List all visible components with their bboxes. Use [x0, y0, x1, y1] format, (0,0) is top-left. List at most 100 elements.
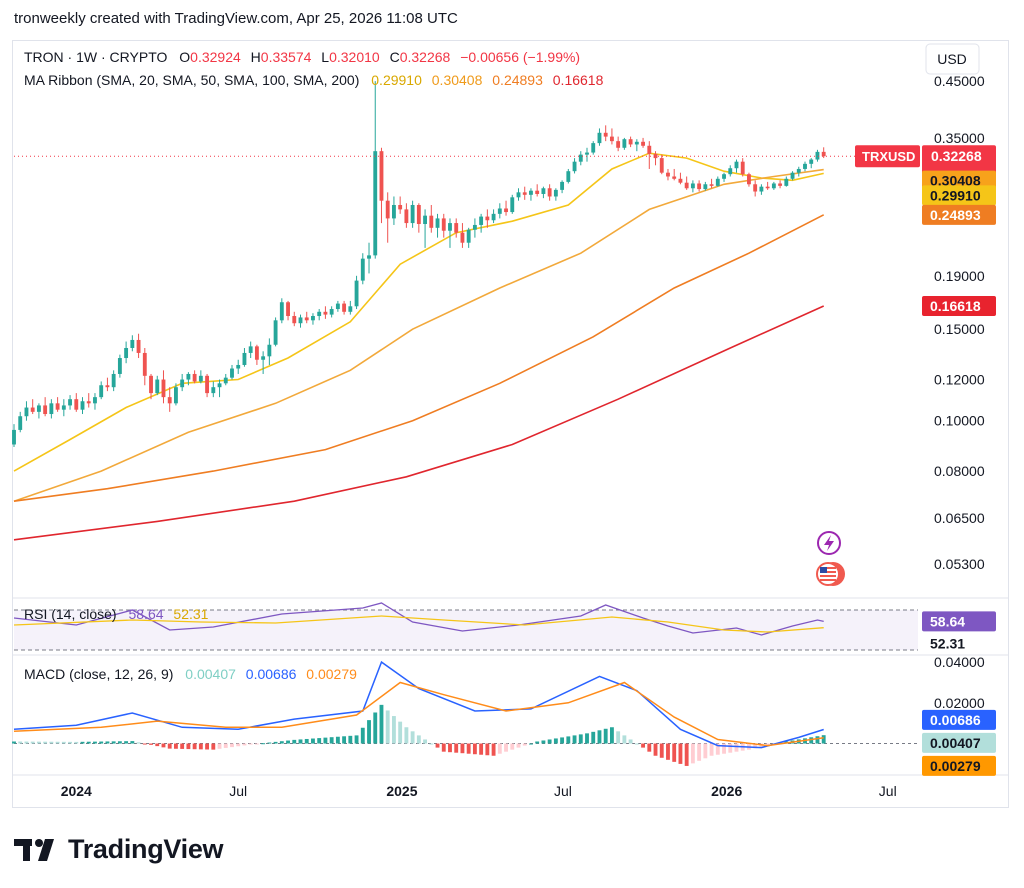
candle-body [659, 158, 664, 173]
ma-value-tag-bg [922, 204, 996, 225]
candle-body [747, 174, 751, 185]
macd-histogram-bar [30, 741, 35, 744]
candle-body [68, 399, 72, 406]
macd-histogram-bar [130, 741, 135, 744]
macd-histogram-bar [329, 737, 334, 744]
macd-histogram-bar [454, 743, 459, 753]
macd-histogram-bar [578, 734, 583, 744]
macd-histogram-bar [149, 743, 153, 745]
candle-body [653, 153, 658, 159]
macd-histogram-bar [622, 735, 627, 744]
lightning-icon[interactable] [817, 531, 841, 555]
candle-body [43, 405, 48, 415]
macd-histogram-bar [678, 743, 683, 764]
candle-body [709, 184, 714, 186]
macd-histogram-bar [273, 741, 278, 744]
macd-histogram-bar [703, 743, 708, 759]
macd-histogram-bar [560, 737, 565, 744]
candle-body [74, 399, 79, 410]
candle-body [180, 379, 185, 388]
macd-histogram-bar [186, 743, 191, 750]
candle-body [335, 303, 340, 310]
macd-histogram-bar [80, 741, 85, 744]
candle-body [254, 346, 259, 360]
signal-value-tag: 0.00279 [922, 755, 996, 776]
macd-histogram-bar [68, 741, 72, 744]
macd-histogram-bar [504, 743, 508, 752]
macd-histogram-bar [36, 741, 41, 744]
candle-body [279, 302, 284, 321]
candle-body [367, 255, 371, 259]
candle-body [634, 141, 639, 145]
candle-body [261, 356, 266, 360]
candle-body [86, 401, 91, 404]
candle-body [734, 161, 739, 169]
candle-body [541, 188, 546, 194]
candle-body [142, 352, 147, 376]
macd-histogram-bar [472, 743, 477, 755]
currency-button[interactable]: USD [925, 43, 980, 75]
candle-body [304, 317, 309, 321]
price-tick-label: 0.45000 [934, 73, 985, 89]
histogram-value-tag-text: 0.00407 [930, 735, 981, 751]
candle-body [360, 258, 365, 281]
macd-histogram-bar [628, 739, 633, 744]
candle-body [230, 368, 234, 378]
candle-body [790, 172, 795, 179]
histogram-value-tag: 0.00407 [922, 732, 996, 753]
last-price-text: 0.32268 [931, 148, 982, 164]
ma-value-tag-text: 0.29910 [930, 187, 981, 203]
macd-histogram-bar [485, 743, 490, 756]
macd-histogram-bar [404, 727, 409, 744]
candle-body [504, 208, 508, 213]
macd-histogram-bar [535, 741, 540, 744]
macd-histogram-bar [709, 743, 714, 756]
rsi-pane [13, 602, 918, 651]
candle-body [684, 182, 689, 189]
price-tick-label: 0.12000 [934, 372, 985, 388]
tradingview-logo[interactable]: TradingView [14, 834, 224, 865]
macd-histogram-bar [348, 735, 353, 744]
candle-body [12, 429, 16, 445]
candle-body [466, 229, 471, 243]
macd-histogram-bar [292, 739, 297, 744]
candle-body [703, 184, 708, 190]
macd-histogram-bar [61, 741, 66, 744]
candle-body [666, 172, 670, 177]
candle-body [821, 151, 826, 157]
us-flag-icon[interactable] [816, 562, 845, 586]
candle-body [647, 145, 652, 154]
macd-histogram-bar [385, 710, 390, 744]
macd-histogram-bar [360, 727, 365, 744]
candle-body [348, 306, 353, 312]
price-tick-label: 0.35000 [934, 130, 985, 146]
candle-body [105, 385, 110, 388]
macd-histogram-bar [167, 743, 172, 749]
macd-histogram-bar [510, 743, 515, 750]
candle-body [391, 204, 396, 219]
macd-histogram-bar [230, 743, 234, 748]
macd-histogram-bar [809, 737, 814, 744]
candle-body [18, 416, 23, 430]
macd-histogram-bar [55, 741, 60, 744]
macd-histogram-bar [111, 741, 116, 744]
macd-histogram-bar [641, 743, 645, 748]
ma-value-tag-text: 0.30408 [930, 173, 981, 189]
candle-body [566, 171, 571, 182]
macd-line [13, 660, 824, 749]
candle-body [55, 403, 60, 410]
macd-histogram-bar [136, 742, 141, 744]
candle-body [385, 200, 390, 219]
candle-body [217, 383, 222, 388]
candle-body [472, 224, 477, 230]
candle-body [423, 215, 428, 225]
candle-body [510, 197, 515, 213]
rsi-value-tag-text: 58.64 [930, 613, 965, 629]
candle-body [784, 178, 789, 186]
candle-body [273, 320, 278, 345]
candle-body [771, 183, 776, 189]
price-pane [12, 81, 918, 541]
macd-histogram-bar [728, 743, 733, 753]
ma-value-tag-bg [922, 185, 996, 206]
